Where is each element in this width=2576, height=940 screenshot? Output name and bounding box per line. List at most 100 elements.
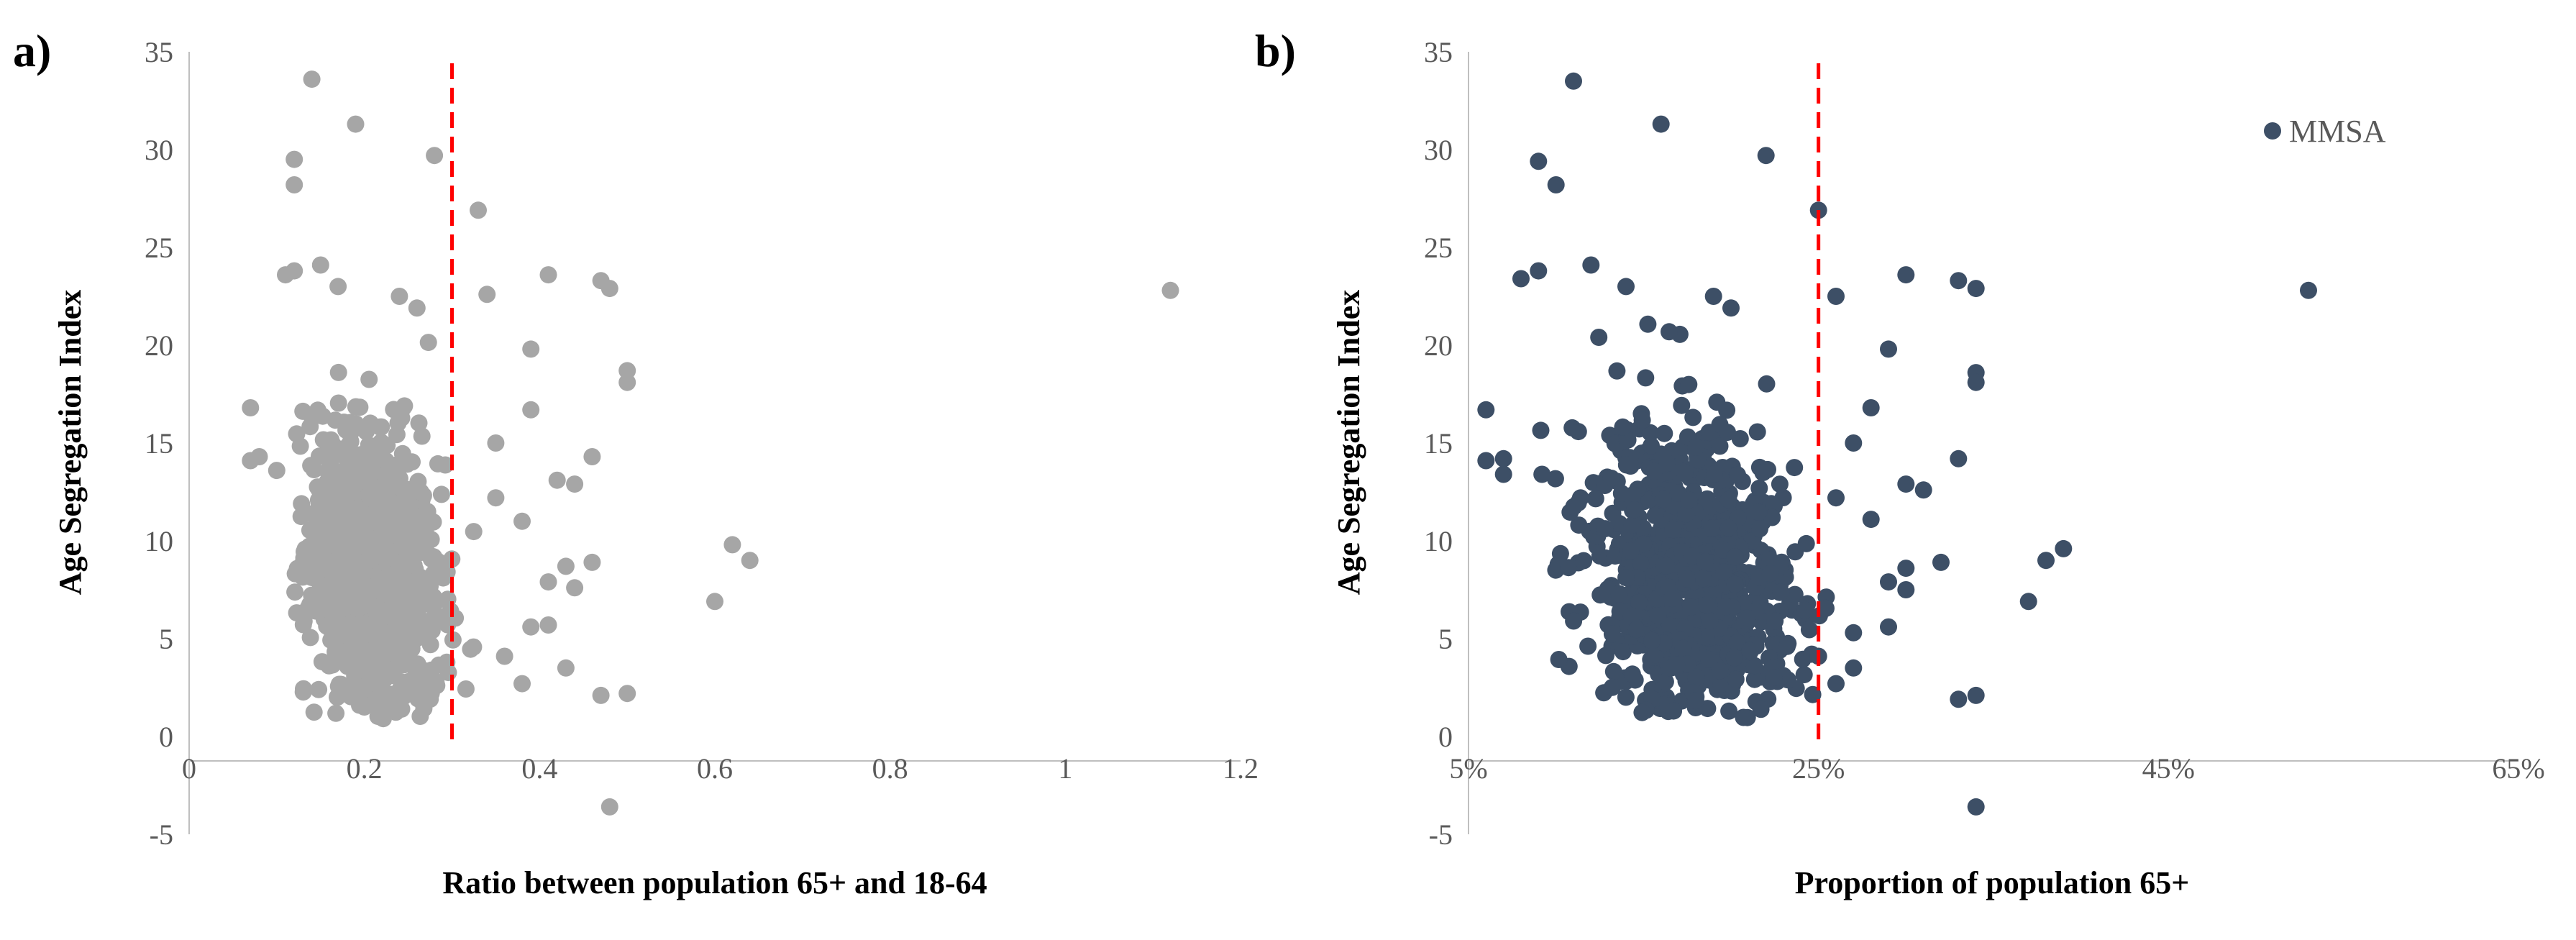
data-point [1603,678,1621,696]
data-point [1630,593,1648,611]
data-point [706,593,723,611]
y-tick-label: 0 [159,721,173,753]
data-point [406,677,424,695]
data-point [741,552,759,570]
data-point [1701,612,1719,629]
data-point [1752,701,1770,718]
data-point [351,581,369,599]
data-point [1704,288,1722,305]
data-point [1845,624,1863,642]
data-point [324,436,342,454]
data-point [1745,670,1763,688]
data-point [383,526,401,544]
data-point [322,631,340,649]
data-point [327,588,345,606]
data-point [1725,649,1743,667]
data-point [286,262,303,280]
data-point [305,703,323,721]
data-point [1880,618,1897,636]
x-tick-label: 25% [1792,752,1845,785]
data-point [364,455,382,473]
data-point [1550,651,1568,668]
data-point [341,485,359,503]
data-point [487,489,505,507]
data-point [1602,470,1620,487]
data-point [487,434,505,452]
data-point [416,662,434,680]
data-point [1546,470,1564,488]
data-point [1637,369,1655,387]
data-point [332,678,350,696]
data-point [1565,612,1583,630]
data-point [288,425,306,443]
data-point [419,334,437,352]
x-tick-label: 5% [1449,752,1487,785]
data-point [1569,494,1587,512]
data-point [375,576,393,594]
data-point [1532,421,1550,439]
data-point [1741,642,1759,660]
data-point [1687,438,1705,456]
data-point [2055,539,2073,557]
data-point [1722,299,1740,317]
data-point [566,475,584,493]
data-point [2019,593,2037,611]
y-tick-label: 20 [145,329,173,362]
data-point [495,647,513,665]
data-point [1639,315,1657,333]
data-point [409,690,427,708]
data-point [1748,423,1766,441]
legend-label: MMSA [2289,114,2386,149]
data-point [329,278,347,296]
data-point [329,394,347,412]
data-point [413,427,431,445]
data-point [299,549,317,567]
data-point [557,557,575,575]
data-point [1727,670,1745,688]
data-point [1717,598,1735,616]
data-point [1530,152,1548,170]
data-point [1565,72,1582,90]
data-point [1880,573,1897,591]
data-point [1731,430,1749,447]
data-point [1623,665,1641,683]
data-point [1477,452,1495,470]
data-point [294,616,312,634]
y-tick-label: 5 [1438,623,1453,655]
data-point [1680,491,1698,509]
data-point [1684,409,1702,426]
data-point [1560,559,1578,577]
y-tick-label: 25 [145,232,173,264]
data-point [418,508,436,526]
data-point [600,798,618,816]
data-point [359,515,377,533]
data-point [513,675,531,693]
data-point [369,645,387,663]
x-tick-label: 0.6 [697,752,733,785]
data-point [1757,147,1775,165]
y-tick-label: 30 [145,134,173,166]
data-point [457,680,475,698]
data-point [1655,424,1673,442]
data-point [1645,462,1663,480]
data-point [462,640,480,658]
data-point [1603,625,1621,643]
y-tick-label: 5 [159,623,173,655]
panel-b-label: b) [1255,25,1296,76]
data-point [1750,479,1768,497]
data-point [337,421,355,439]
data-point [410,414,428,432]
x-tick-label: 0.4 [521,752,557,785]
data-point [1617,569,1635,587]
data-point [419,593,437,611]
data-point [522,340,540,358]
data-point [1689,451,1707,469]
data-point [1664,521,1682,539]
data-point [1726,575,1744,593]
data-point [333,505,351,523]
data-point [398,496,416,514]
data-point [1575,552,1593,570]
data-point [292,508,310,526]
data-point [1623,516,1641,534]
